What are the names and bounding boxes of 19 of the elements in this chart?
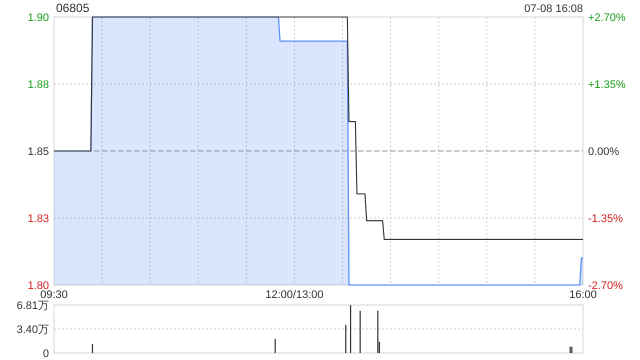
y2-tick-label: 0.00% — [588, 146, 620, 158]
y-tick-label: 1.90 — [28, 12, 49, 24]
y2-tick-label: -1.35% — [588, 213, 624, 225]
x-tick-label: 09:30 — [40, 289, 68, 301]
y-tick-label: 3.40万 — [16, 324, 49, 336]
y2-tick-label: -2.70% — [588, 280, 624, 292]
y2-tick-label: +1.35% — [588, 79, 626, 91]
x-tick-label: 12:00/13:00 — [265, 289, 324, 301]
y2-tick-label: +2.70% — [588, 12, 626, 24]
chart-subtitle: 07-08 16:08 — [524, 3, 583, 15]
x-tick-label: 16:00 — [569, 289, 597, 301]
y-tick-label: 6.81万 — [16, 300, 49, 312]
y-tick-label: 0 — [42, 348, 49, 360]
y-tick-label: 1.83 — [28, 213, 49, 225]
chart-title: 06805 — [56, 1, 90, 15]
y-tick-label: 1.80 — [28, 280, 49, 292]
y-tick-label: 1.88 — [28, 79, 49, 91]
y-tick-label: 1.85 — [28, 146, 49, 158]
line-series — [53, 16, 584, 240]
